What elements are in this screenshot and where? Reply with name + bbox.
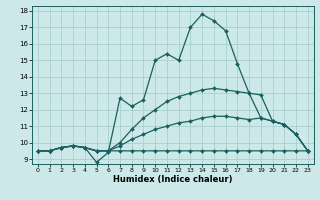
X-axis label: Humidex (Indice chaleur): Humidex (Indice chaleur) (113, 175, 233, 184)
